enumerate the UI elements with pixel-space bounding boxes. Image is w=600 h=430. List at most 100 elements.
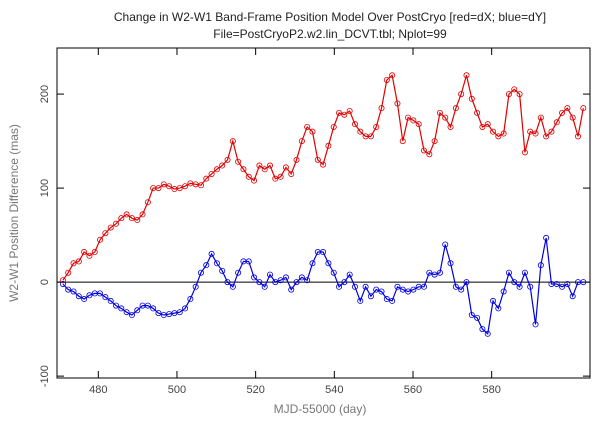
data-point (511, 86, 518, 93)
data-point (431, 271, 438, 278)
data-point (330, 123, 337, 130)
data-point (70, 260, 77, 267)
data-point (304, 123, 311, 130)
x-tick-label: 560 (404, 384, 422, 396)
data-point (229, 283, 236, 290)
data-point (86, 292, 93, 299)
data-point (107, 224, 114, 231)
data-point (580, 279, 587, 286)
data-point (394, 100, 401, 107)
data-point (325, 260, 332, 267)
data-point (399, 138, 406, 145)
data-point (197, 269, 204, 276)
data-point (484, 121, 491, 128)
data-point (580, 105, 587, 112)
data-point (102, 294, 109, 301)
data-point (336, 109, 343, 116)
data-point (532, 130, 539, 137)
data-point (81, 296, 88, 303)
data-point (75, 258, 82, 265)
data-point (336, 283, 343, 290)
data-point (405, 288, 412, 295)
data-point (346, 271, 353, 278)
data-point (436, 269, 443, 276)
data-point (314, 156, 321, 163)
x-tick-label: 480 (89, 384, 107, 396)
data-point (505, 269, 512, 276)
data-point (537, 262, 544, 269)
data-point (490, 128, 497, 135)
data-point (123, 309, 130, 316)
data-point (208, 250, 215, 257)
data-point (468, 95, 475, 102)
data-point (219, 162, 226, 169)
data-point (383, 296, 390, 303)
data-point (81, 249, 88, 256)
data-point (505, 91, 512, 98)
y-tick-label: -100 (39, 365, 51, 387)
data-point (320, 249, 327, 256)
data-point (97, 236, 104, 243)
data-point (107, 297, 114, 304)
data-point (134, 307, 141, 314)
data-point (362, 283, 369, 290)
data-point (272, 279, 279, 286)
data-point (479, 123, 486, 130)
data-point (537, 114, 544, 121)
data-point (564, 280, 571, 287)
data-point (367, 293, 374, 300)
data-point (128, 312, 135, 319)
data-point (415, 121, 422, 128)
data-point (97, 290, 104, 297)
data-point (500, 288, 507, 295)
data-point (367, 133, 374, 140)
data-point (155, 310, 162, 317)
data-point (452, 283, 459, 290)
data-point (229, 138, 236, 145)
data-point (267, 162, 274, 169)
x-tick-label: 500 (168, 384, 186, 396)
data-point (86, 252, 93, 259)
data-point (256, 279, 263, 286)
y-tick-label: 0 (39, 279, 51, 285)
data-point (410, 117, 417, 124)
data-point (569, 114, 576, 121)
data-point (532, 321, 539, 328)
data-point (389, 72, 396, 79)
data-point (75, 293, 82, 300)
data-point (182, 183, 189, 190)
data-point (383, 76, 390, 83)
data-point (70, 288, 77, 295)
data-point (245, 258, 252, 265)
data-point (511, 279, 518, 286)
data-point (288, 286, 295, 293)
data-point (251, 274, 258, 281)
data-point (235, 269, 242, 276)
data-point (187, 296, 194, 303)
data-point (479, 326, 486, 333)
data-point (553, 280, 560, 287)
data-point (208, 170, 215, 177)
data-point (91, 249, 98, 256)
data-point (527, 283, 534, 290)
data-point (192, 283, 199, 290)
y-tick-label: 100 (39, 179, 51, 197)
data-point (240, 166, 247, 173)
data-point (463, 72, 470, 79)
data-point (282, 164, 289, 171)
data-point (468, 312, 475, 319)
data-point (298, 274, 305, 281)
data-point (564, 105, 571, 112)
data-point (399, 286, 406, 293)
data-point (160, 181, 167, 188)
data-point (134, 217, 141, 224)
data-point (405, 114, 412, 121)
data-point (426, 151, 433, 158)
data-point (458, 91, 465, 98)
data-point (288, 170, 295, 177)
data-point (351, 121, 358, 128)
data-point (282, 274, 289, 281)
data-point (495, 305, 502, 312)
data-point (559, 283, 566, 290)
data-point (128, 215, 135, 222)
